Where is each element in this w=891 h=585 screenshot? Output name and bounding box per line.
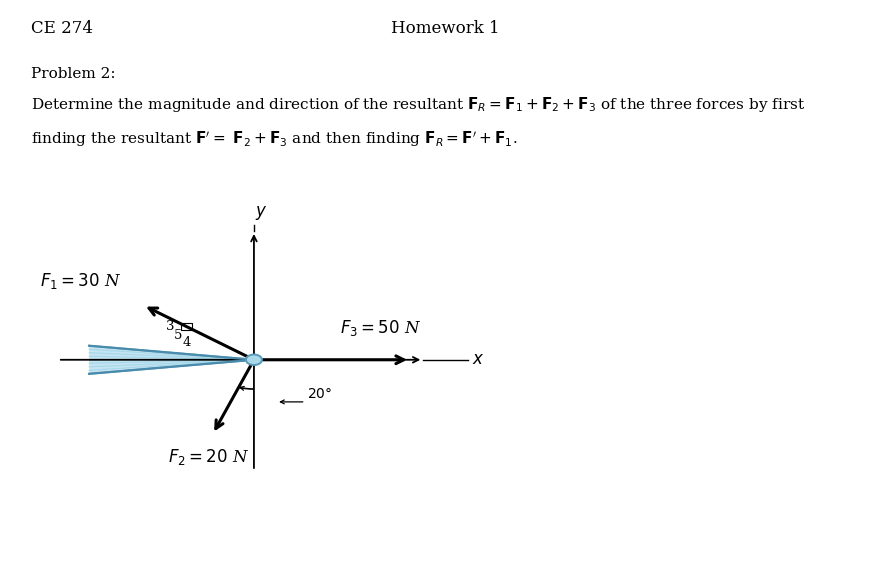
Text: $F_1 = 30$ N: $F_1 = 30$ N [40,271,121,291]
Text: Problem 2:: Problem 2: [31,67,116,81]
Polygon shape [89,346,254,374]
Text: 5: 5 [174,329,182,342]
Text: Homework 1: Homework 1 [391,20,500,37]
Text: $y$: $y$ [255,204,267,222]
Text: 3: 3 [166,320,175,333]
Text: Determine the magnitude and direction of the resultant $\mathbf{F}_R = \mathbf{F: Determine the magnitude and direction of… [31,95,805,113]
Text: finding the resultant $\mathbf{F^{\prime}} = \ \mathbf{F}_2 + \mathbf{F}_3$ and : finding the resultant $\mathbf{F^{\prime… [31,130,518,150]
Text: $F_2 = 20$ N: $F_2 = 20$ N [168,447,249,467]
Text: $x$: $x$ [472,351,485,369]
Circle shape [246,355,262,365]
Text: $20°$: $20°$ [307,387,332,401]
Text: 4: 4 [183,336,191,349]
Text: $F_3 = 50$ N: $F_3 = 50$ N [339,318,421,338]
Text: CE 274: CE 274 [31,20,94,37]
